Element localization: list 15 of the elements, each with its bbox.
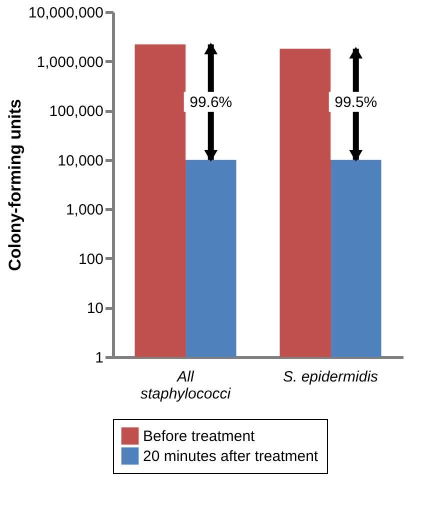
y-axis-title: Colony-forming units bbox=[5, 99, 24, 271]
legend-label: 20 minutes after treatment bbox=[143, 448, 319, 465]
annotation: 99.5% bbox=[334, 94, 378, 111]
y-tick-label: 10 bbox=[86, 300, 104, 318]
x-tick-label: S. epidermidis bbox=[282, 368, 379, 386]
y-tick-label: 1,000 bbox=[66, 202, 104, 219]
annotation: 99.6% bbox=[190, 94, 232, 111]
y-tick-label: 10,000,000 bbox=[28, 4, 104, 22]
y-tick-label: 100 bbox=[78, 250, 104, 268]
legend-label: Before treatment bbox=[143, 428, 256, 445]
y-tick-label: 100,000 bbox=[49, 103, 104, 120]
y-tick-label: 10,000 bbox=[58, 152, 104, 170]
y-tick-label: 1,000,000 bbox=[36, 54, 104, 71]
x-tick-label: All staphylococci bbox=[140, 368, 232, 402]
y-tick-label: 1 bbox=[95, 350, 104, 366]
